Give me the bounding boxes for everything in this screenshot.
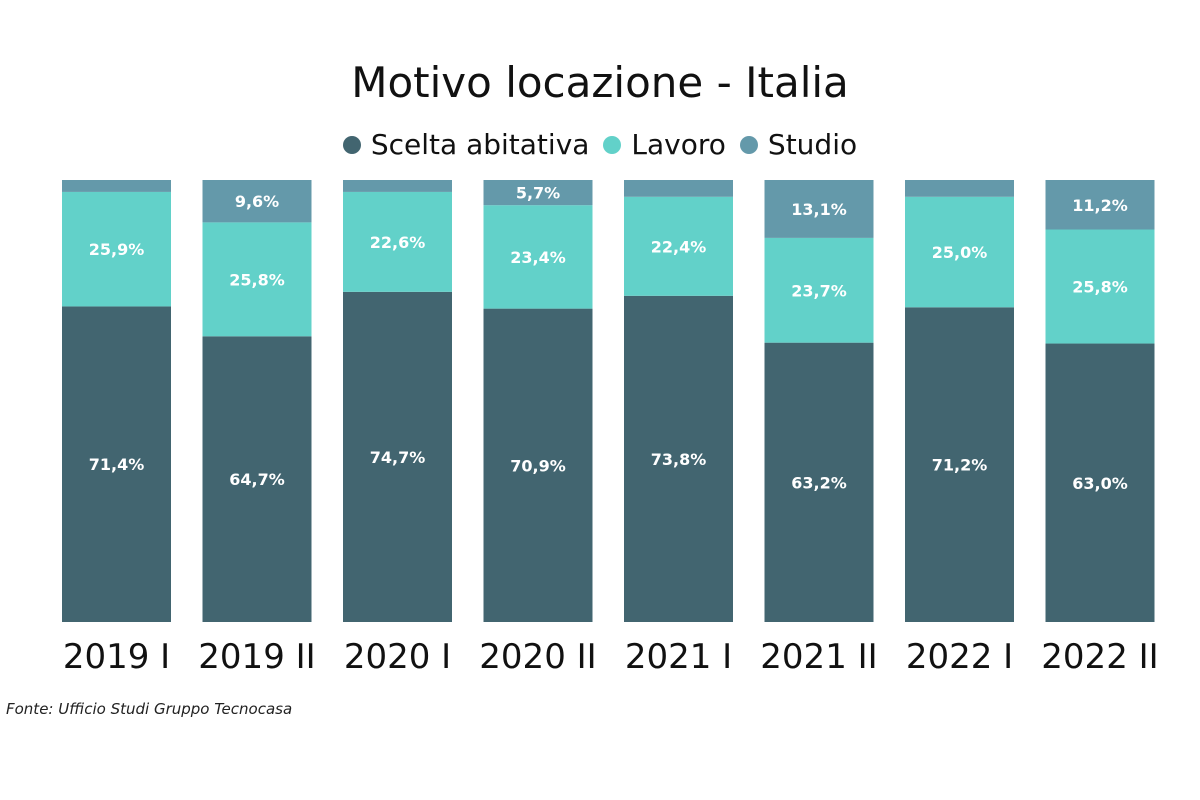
data-label: 25,8% <box>1072 278 1128 297</box>
x-tick-label: 2019 II <box>198 637 315 677</box>
legend-swatch <box>342 135 361 154</box>
data-label: 64,7% <box>229 470 285 489</box>
bar-segment-studio <box>905 180 1014 197</box>
bar-segment-scelta-abitativa <box>343 291 452 622</box>
bar-segment-scelta-abitativa <box>624 295 733 622</box>
legend-swatch <box>603 135 622 154</box>
data-label: 23,7% <box>791 281 847 300</box>
bar-segment-studio <box>764 180 874 238</box>
legend-label: Studio <box>767 128 858 161</box>
x-tick-label: 2022 II <box>1041 637 1158 677</box>
bar-segment-scelta-abitativa <box>764 342 874 622</box>
data-label: 22,4% <box>651 237 707 256</box>
x-tick-label: 2020 I <box>344 637 451 677</box>
source-note: Fonte: Ufficio Studi Gruppo Tecnocasa <box>6 700 293 718</box>
legend-label: Lavoro <box>631 128 726 161</box>
data-label: 25,9% <box>89 240 145 259</box>
bar-segment-lavoro <box>202 222 312 337</box>
bar-segment-scelta-abitativa <box>62 306 171 622</box>
data-label: 22,6% <box>370 233 426 252</box>
x-tick-label: 2020 II <box>479 637 596 677</box>
bar-segment-lavoro <box>62 191 171 307</box>
legend-item-lavoro: Lavoro <box>603 128 726 161</box>
bar-segment-scelta-abitativa <box>905 307 1014 622</box>
bar-segment-lavoro <box>1045 229 1155 344</box>
legend-swatch <box>739 135 758 154</box>
data-label: 63,2% <box>791 473 847 492</box>
data-label: 23,4% <box>510 248 566 267</box>
data-label: 71,2% <box>932 456 988 475</box>
bar-segment-lavoro <box>764 237 874 343</box>
data-label: 70,9% <box>510 456 566 475</box>
bar-segment-studio <box>343 180 452 192</box>
bar-segment-lavoro <box>343 191 452 292</box>
x-tick-label: 2021 II <box>760 637 877 677</box>
bar-segment-lavoro <box>905 196 1014 308</box>
bar-segment-scelta-abitativa <box>1045 343 1155 622</box>
data-label: 25,0% <box>932 243 988 262</box>
bar-segment-studio <box>624 180 733 197</box>
x-tick-label: 2022 I <box>906 637 1013 677</box>
data-label: 11,2% <box>1072 196 1128 215</box>
data-label: 71,4% <box>89 455 145 474</box>
chart-title: Motivo locazione - Italia <box>351 58 849 107</box>
bar-segment-studio <box>1045 180 1155 230</box>
x-tick-label: 2021 I <box>625 637 732 677</box>
bar-segment-lavoro <box>483 205 593 309</box>
data-label: 25,8% <box>229 270 285 289</box>
data-label: 9,6% <box>235 192 279 211</box>
data-label: 63,0% <box>1072 474 1128 493</box>
data-label: 13,1% <box>791 200 847 219</box>
bar-segment-studio <box>62 180 171 192</box>
bar-segment-studio <box>483 180 593 206</box>
x-tick-label: 2019 I <box>63 637 170 677</box>
bar-segment-lavoro <box>624 196 733 296</box>
data-label: 74,7% <box>370 448 426 467</box>
bar-segment-scelta-abitativa <box>483 308 593 622</box>
bar-segment-scelta-abitativa <box>202 336 312 622</box>
legend-item-scelta-abitativa: Scelta abitativa <box>342 128 590 161</box>
legend-item-studio: Studio <box>739 128 858 161</box>
data-label: 5,7% <box>516 184 560 203</box>
data-label: 73,8% <box>651 450 707 469</box>
legend: Scelta abitativa Lavoro Studio <box>0 128 1200 161</box>
legend-label: Scelta abitativa <box>370 128 590 161</box>
bar-segment-studio <box>202 180 312 223</box>
